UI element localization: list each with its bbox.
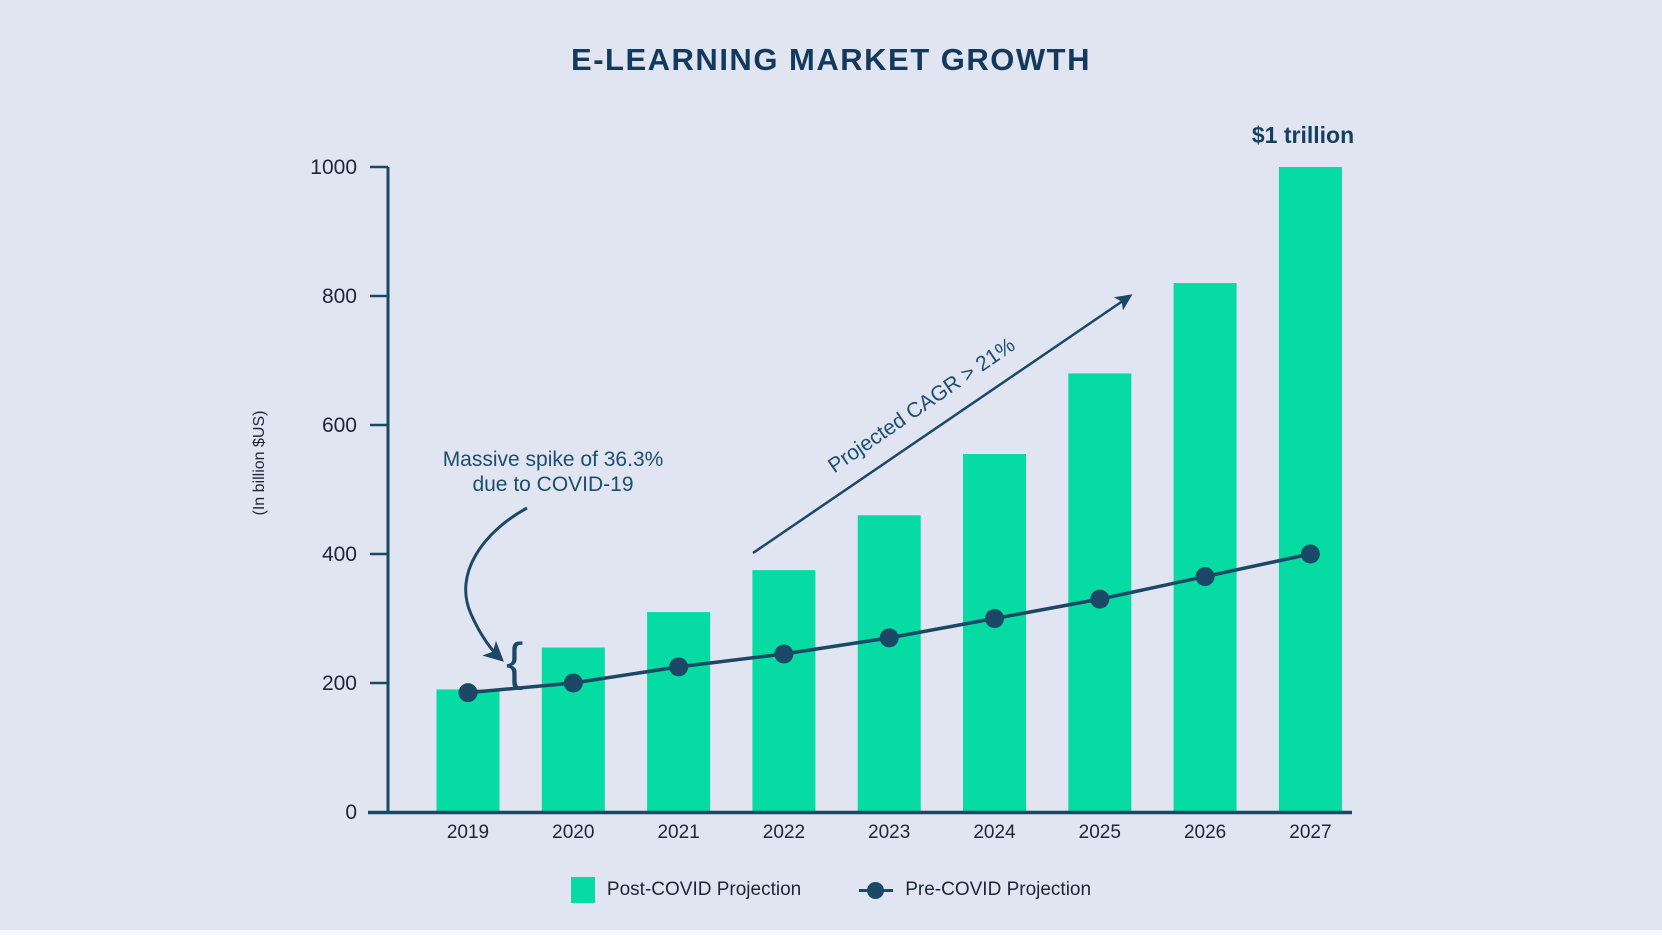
- y-axis-label: (In billion $US): [251, 410, 268, 516]
- bar-2027: [1278, 167, 1342, 812]
- pre-covid-point-2024: [985, 609, 1004, 628]
- x-label-2021: 2021: [657, 822, 699, 843]
- pre-covid-marker-dot: [867, 881, 885, 899]
- pre-covid-point-2027: [1300, 544, 1320, 564]
- pre-covid-point-2022: [774, 644, 794, 664]
- pre-covid-point-2025: [1090, 589, 1110, 609]
- bottom-strip: [0, 930, 1662, 935]
- x-label-2020: 2020: [552, 822, 594, 843]
- covid-spike-arrow: [464, 506, 528, 662]
- bar-2022: [752, 570, 816, 812]
- pre-covid-point-2020: [563, 673, 583, 693]
- annotation-arrows: [464, 294, 1133, 662]
- x-label-2025: 2025: [1079, 822, 1121, 843]
- pre-covid-point-2021: [669, 657, 689, 677]
- x-label-2019: 2019: [447, 822, 489, 843]
- y-tick-label-200: 200: [322, 672, 357, 695]
- y-tick-label-1000: 1000: [310, 156, 357, 179]
- x-label-2023: 2023: [868, 822, 910, 843]
- annotation-covid-spike-line1: Massive spike of 36.3%: [442, 448, 664, 471]
- spike-brace: {: [506, 633, 524, 691]
- pre-covid-point-2023: [879, 628, 899, 648]
- pre-covid-point-2026: [1195, 567, 1215, 587]
- annotation-one-trillion: $1 trillion: [1251, 122, 1355, 148]
- legend-label-post-covid: Post-COVID Projection: [606, 879, 802, 900]
- bar-2026: [1173, 283, 1237, 813]
- bar-2019: [436, 689, 500, 812]
- bar-2021: [647, 612, 711, 812]
- y-tick-label-0: 0: [345, 801, 357, 824]
- bar-2024: [963, 454, 1026, 812]
- post-covid-swatch: [570, 877, 595, 903]
- y-tick-label-400: 400: [322, 543, 357, 566]
- legend-label-pre-covid: Pre-COVID Projection: [905, 879, 1092, 900]
- pre-covid-marker: [859, 881, 894, 899]
- bar-2023: [857, 515, 921, 812]
- legend-item-pre-covid: Pre-COVID Projection: [859, 879, 1091, 901]
- x-label-2022: 2022: [763, 822, 805, 843]
- annotation-covid-spike-line2: due to COVID-19: [472, 473, 634, 496]
- y-tick-label-600: 600: [322, 414, 357, 437]
- x-label-2026: 2026: [1184, 822, 1226, 843]
- chart-title: E-LEARNING MARKET GROWTH: [571, 42, 1091, 77]
- cagr-arrow: [752, 294, 1133, 555]
- annotation-covid-spike: Massive spike of 36.3% due to COVID-19: [393, 447, 713, 497]
- x-label-2027: 2027: [1289, 822, 1331, 843]
- bar-2020: [541, 647, 605, 812]
- x-label-2024: 2024: [973, 822, 1016, 843]
- y-tick-label-800: 800: [322, 285, 357, 308]
- legend-item-post-covid: Post-COVID Projection: [570, 877, 802, 903]
- legend: Post-COVID Projection Pre-COVID Projecti…: [0, 868, 1662, 912]
- pre-covid-point-2019: [458, 683, 478, 703]
